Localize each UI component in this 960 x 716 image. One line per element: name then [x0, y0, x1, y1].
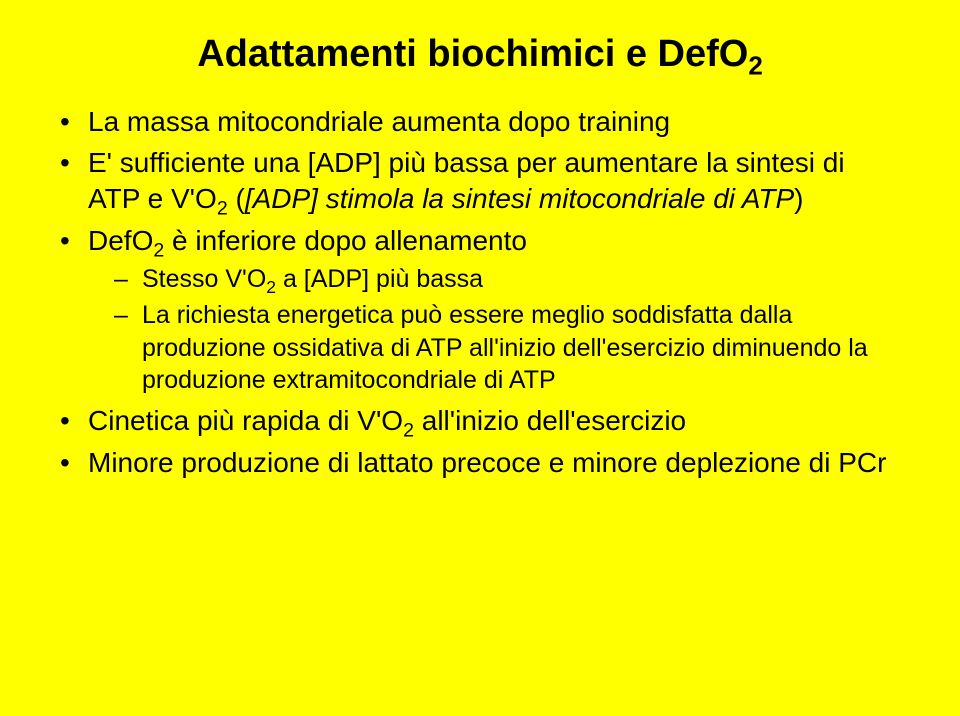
- sub-bullet-text-pre: Stesso V'O: [142, 265, 266, 293]
- bullet-text: Minore produzione di lattato precoce e m…: [88, 447, 886, 478]
- sub-bullet-text-post: a [ADP] più bassa: [276, 265, 483, 293]
- bullet-text-pre: DefO: [88, 225, 153, 256]
- sub-bullet-text: La richiesta energetica può essere megli…: [142, 301, 868, 394]
- bullet-item: Minore produzione di lattato precoce e m…: [60, 445, 900, 481]
- bullet-text-post: ): [794, 183, 803, 214]
- bullet-text-mid: (: [228, 183, 245, 214]
- bullet-item: E' sufficiente una [ADP] più bassa per a…: [60, 145, 900, 217]
- bullet-text: La massa mitocondriale aumenta dopo trai…: [88, 106, 670, 137]
- slide-title: Adattamenti biochimici e DefO2: [60, 32, 900, 78]
- title-subscript: 2: [748, 51, 762, 81]
- bullet-item: Cinetica più rapida di V'O2 all'inizio d…: [60, 403, 900, 439]
- bullet-text-pre: Cinetica più rapida di V'O: [88, 405, 403, 436]
- title-text-pre: Adattamenti biochimici e DefO: [197, 33, 748, 75]
- bullet-subscript: 2: [403, 420, 414, 442]
- bullet-text-post: all'inizio dell'esercizio: [414, 405, 686, 436]
- sub-bullet-subscript: 2: [266, 277, 276, 297]
- sub-bullet-item: La richiesta energetica può essere megli…: [114, 299, 900, 397]
- bullet-list: La massa mitocondriale aumenta dopo trai…: [60, 104, 900, 481]
- slide: Adattamenti biochimici e DefO2 La massa …: [0, 0, 960, 716]
- bullet-subscript: 2: [217, 198, 228, 220]
- bullet-item: La massa mitocondriale aumenta dopo trai…: [60, 104, 900, 140]
- bullet-item: DefO2 è inferiore dopo allenamento Stess…: [60, 223, 900, 397]
- bullet-text-post: è inferiore dopo allenamento: [164, 225, 527, 256]
- bullet-subscript: 2: [153, 240, 164, 262]
- sub-bullet-list: Stesso V'O2 a [ADP] più bassa La richies…: [114, 263, 900, 397]
- sub-bullet-item: Stesso V'O2 a [ADP] più bassa: [114, 263, 900, 296]
- bullet-text-italic: [ADP] stimola la sintesi mitocondriale d…: [245, 183, 794, 214]
